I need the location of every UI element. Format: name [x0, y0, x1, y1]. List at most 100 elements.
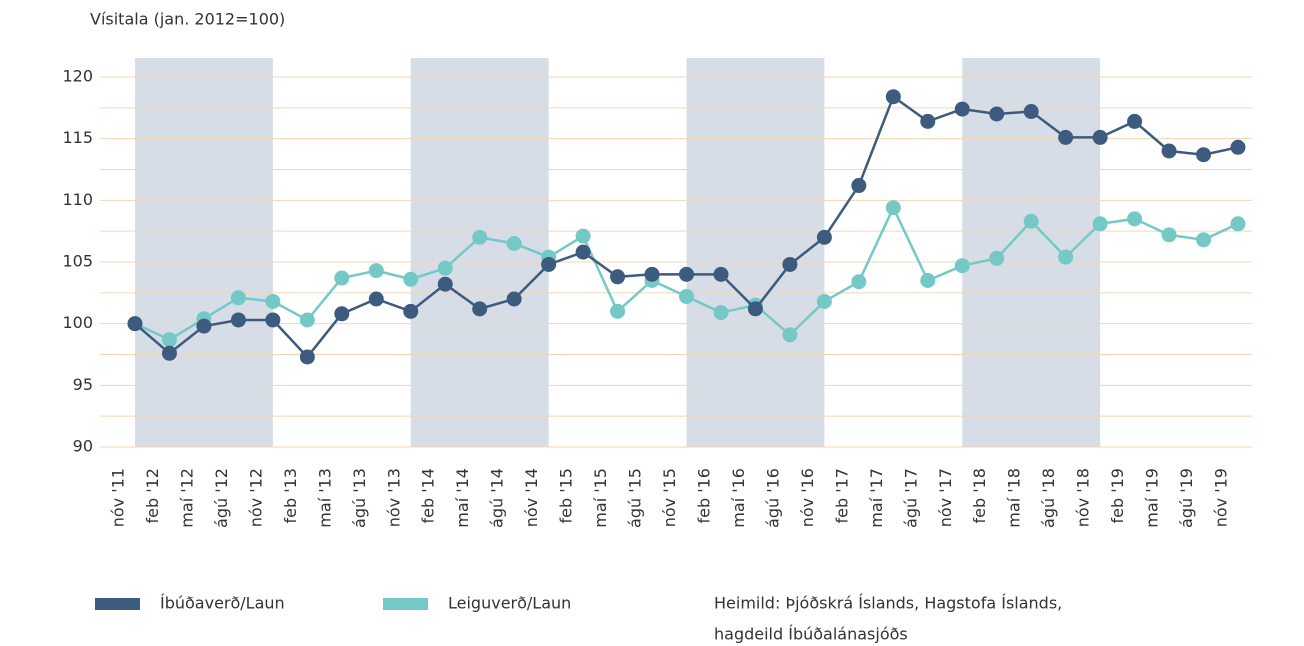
x-tick-label: maí '18 — [1005, 468, 1024, 528]
point — [989, 250, 1005, 266]
x-tick-label: nóv '11 — [109, 468, 128, 527]
point — [127, 316, 143, 332]
shaded-band — [962, 58, 1101, 447]
point — [230, 290, 246, 306]
x-tick-label: feb '17 — [832, 468, 851, 523]
point — [1127, 113, 1143, 129]
point — [506, 236, 522, 251]
point — [1161, 143, 1177, 159]
point — [299, 349, 315, 365]
point — [1161, 227, 1177, 243]
point — [437, 260, 453, 276]
shaded-band — [135, 58, 273, 447]
point — [161, 345, 177, 361]
point — [920, 273, 936, 288]
point — [403, 303, 419, 319]
x-tick-label: ágú '17 — [901, 468, 920, 528]
legend-swatch — [95, 598, 140, 610]
point — [747, 301, 763, 317]
x-tick-label: maí '15 — [591, 468, 610, 528]
x-tick-label: ágú '15 — [626, 468, 645, 528]
source-line: Heimild: Þjóðskrá Íslands, Hagstofa Ísla… — [714, 594, 1062, 613]
legend-label: Íbúðaverð/Laun — [160, 594, 285, 613]
point — [575, 228, 591, 244]
x-tick-label: feb '12 — [143, 468, 162, 523]
point — [1092, 129, 1108, 145]
x-tick-label: feb '15 — [557, 468, 576, 523]
point — [989, 106, 1005, 122]
point — [334, 270, 350, 286]
y-tick-label: 120 — [62, 67, 93, 86]
point — [885, 89, 901, 105]
x-tick-label: feb '19 — [1108, 468, 1127, 523]
point — [1023, 104, 1039, 120]
point — [679, 289, 694, 305]
x-tick-label: maí '17 — [867, 468, 886, 528]
point — [782, 256, 798, 272]
point — [954, 258, 970, 274]
x-tick-label: nóv '13 — [384, 468, 403, 527]
point — [1092, 216, 1108, 232]
point — [1196, 147, 1212, 163]
point — [1230, 216, 1246, 232]
point — [403, 271, 419, 287]
point — [437, 276, 453, 292]
x-tick-label: ágú '19 — [1177, 468, 1196, 528]
x-tick-label: nóv '16 — [798, 468, 817, 527]
point — [713, 305, 729, 321]
point — [816, 229, 832, 245]
x-tick-label: maí '12 — [177, 468, 196, 528]
legend-swatch — [383, 598, 428, 610]
y-tick-label: 90 — [73, 437, 93, 456]
point — [506, 291, 522, 307]
x-tick-label: feb '13 — [281, 468, 300, 523]
point — [1196, 232, 1212, 248]
point — [265, 312, 281, 328]
y-tick-label: 100 — [62, 313, 93, 332]
point — [851, 178, 867, 194]
x-tick-label: maí '13 — [315, 468, 334, 528]
x-tick-label: nóv '14 — [522, 468, 541, 527]
point — [334, 306, 350, 322]
point — [161, 332, 177, 348]
x-tick-label: nóv '17 — [936, 468, 955, 527]
x-tick-label: feb '18 — [970, 468, 989, 523]
point — [230, 312, 246, 328]
point — [1058, 249, 1074, 265]
x-tick-label: maí '16 — [729, 468, 748, 528]
x-tick-label: feb '16 — [694, 468, 713, 523]
point — [541, 256, 557, 272]
point — [782, 327, 798, 343]
point — [368, 263, 384, 279]
point — [713, 266, 729, 282]
x-tick-label: ágú '14 — [488, 468, 507, 528]
y-tick-label: 110 — [62, 190, 93, 209]
x-tick-label: nóv '18 — [1074, 468, 1093, 527]
x-tick-label: nóv '12 — [246, 468, 265, 527]
point — [885, 200, 901, 216]
point — [920, 113, 936, 129]
x-tick-label: feb '14 — [419, 468, 438, 523]
x-tick-label: nóv '15 — [660, 468, 679, 527]
point — [1230, 139, 1246, 155]
source-line: hagdeild Íbúðalánasjóðs — [714, 625, 908, 644]
point — [299, 312, 315, 328]
point — [851, 274, 867, 290]
legend-label: Leiguverð/Laun — [448, 594, 571, 613]
y-tick-label: 95 — [73, 375, 93, 394]
point — [368, 291, 384, 307]
point — [644, 266, 660, 282]
point — [196, 318, 212, 334]
x-tick-label: ágú '16 — [763, 468, 782, 528]
x-tick-label: nóv '19 — [1212, 468, 1231, 527]
point — [472, 229, 488, 245]
point — [1058, 129, 1074, 145]
y-tick-label: 105 — [62, 252, 93, 271]
point — [610, 303, 626, 319]
point — [472, 301, 488, 317]
point — [679, 266, 694, 282]
point — [1127, 211, 1143, 227]
point — [575, 244, 591, 260]
x-tick-label: ágú '13 — [350, 468, 369, 528]
shaded-band — [686, 58, 825, 447]
